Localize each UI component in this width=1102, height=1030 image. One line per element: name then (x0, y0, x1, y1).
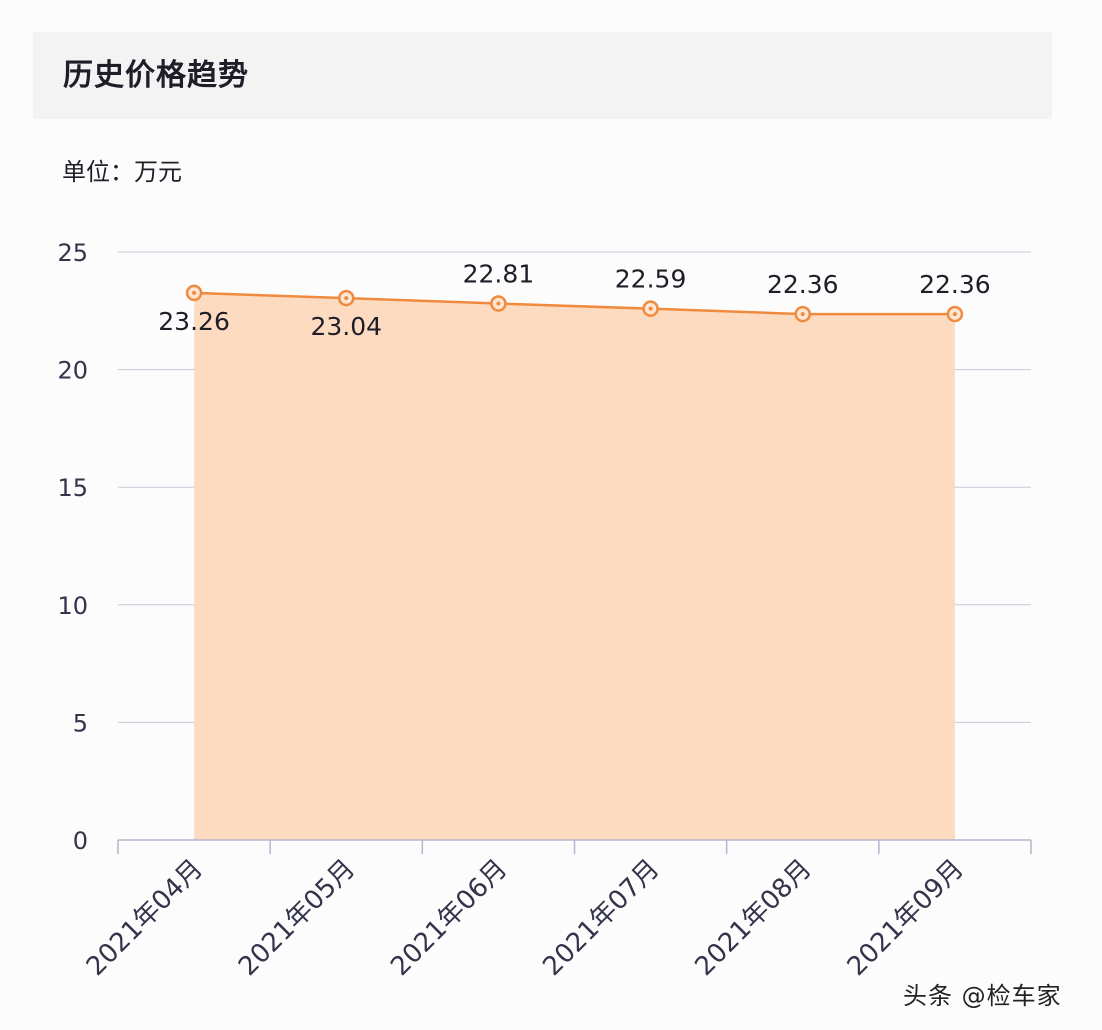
chart-title: 历史价格趋势 (63, 58, 249, 93)
y-tick-label: 10 (57, 592, 88, 620)
data-label: 23.04 (310, 312, 382, 341)
x-axis: 2021年04月 2021年05月 2021年06月 2021年07月 2021年08月… (81, 839, 1032, 982)
x-tick-label: 2021年05月 (233, 854, 361, 982)
data-point-center (496, 301, 501, 306)
data-label: 22.59 (615, 265, 687, 294)
chart-header: 历史价格趋势 (33, 32, 1052, 119)
data-point-center (192, 290, 197, 295)
x-tick-label: 2021年07月 (537, 854, 665, 982)
watermark: 头条 @检车家 (903, 982, 1062, 1010)
data-label: 22.36 (767, 270, 839, 299)
y-tick-label: 25 (57, 239, 88, 267)
data-point-center (952, 312, 957, 317)
area-fill (194, 292, 955, 840)
data-label: 22.81 (463, 260, 535, 289)
y-axis-ticks: 0 5 10 15 20 25 (57, 239, 88, 855)
x-tick-label: 2021年08月 (690, 854, 818, 982)
data-label: 23.26 (158, 307, 230, 336)
y-tick-label: 20 (57, 357, 88, 385)
y-tick-label: 5 (73, 709, 88, 737)
x-tick-label: 2021年09月 (842, 854, 970, 982)
y-tick-label: 15 (57, 474, 88, 502)
data-points (185, 284, 964, 323)
data-labels: 23.26 23.04 22.81 22.59 22.36 22.36 (158, 260, 990, 342)
unit-label: 单位：万元 (62, 158, 182, 186)
y-tick-label: 0 (73, 827, 88, 855)
data-point-center (648, 306, 653, 311)
x-tick-label: 2021年06月 (385, 854, 513, 982)
series-line (194, 291, 955, 316)
data-point-center (344, 296, 349, 301)
data-label: 22.36 (919, 270, 991, 299)
data-point-center (800, 312, 805, 317)
area-layer (194, 291, 955, 840)
x-tick-label: 2021年04月 (81, 854, 209, 982)
